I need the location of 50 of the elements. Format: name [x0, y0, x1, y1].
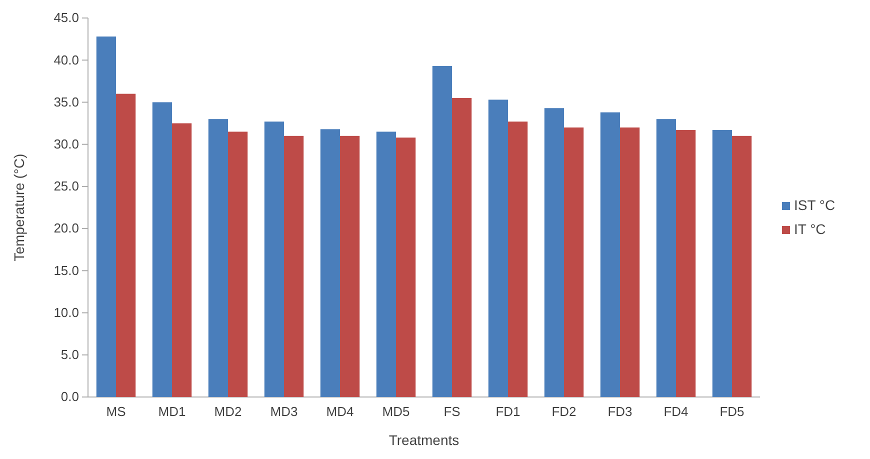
- bar: [208, 119, 228, 397]
- bar: [600, 112, 620, 397]
- bar: [488, 100, 508, 397]
- x-tick-label: FD3: [608, 404, 632, 420]
- bar: [396, 138, 416, 397]
- bar: [116, 94, 136, 397]
- x-tick-label: FS: [444, 404, 461, 420]
- bar: [676, 130, 696, 397]
- bar: [432, 66, 452, 397]
- y-tick-label: 0.0: [60, 389, 79, 404]
- bar: [172, 123, 192, 397]
- y-tick-label: 45.0: [54, 10, 79, 26]
- bar: [712, 130, 732, 397]
- bar: [340, 136, 360, 397]
- x-tick-label: MD3: [270, 404, 298, 420]
- y-axis-title: Temperature (°C): [11, 154, 27, 262]
- bar: [544, 108, 564, 397]
- bar: [564, 127, 584, 397]
- bar: [152, 102, 172, 397]
- x-tick-label: FD5: [720, 404, 744, 420]
- x-tick-label: MD1: [158, 404, 186, 420]
- bar: [284, 136, 304, 397]
- y-tick-label: 30.0: [54, 136, 79, 152]
- y-tick-label: 20.0: [54, 220, 79, 236]
- x-tick-label: MD5: [382, 404, 410, 420]
- bar: [376, 132, 396, 397]
- x-tick-label: FD1: [496, 404, 520, 420]
- bar: [452, 98, 472, 397]
- y-tick-label: 40.0: [54, 52, 79, 68]
- bar: [264, 122, 284, 397]
- bar: [656, 119, 676, 397]
- bar: [732, 136, 752, 397]
- y-tick-label: 5.0: [60, 347, 79, 362]
- bar: [320, 129, 340, 397]
- x-tick-label: MS: [106, 404, 126, 420]
- y-tick-label: 25.0: [54, 178, 79, 194]
- x-tick-label: FD2: [552, 404, 576, 420]
- y-tick-label: 15.0: [54, 262, 79, 278]
- y-tick-label: 10.0: [54, 304, 79, 320]
- bar: [228, 132, 248, 397]
- y-tick-label: 35.0: [54, 94, 79, 110]
- bar: [620, 127, 640, 397]
- bar: [508, 122, 528, 397]
- legend-label: IST °C: [794, 197, 836, 213]
- bar: [96, 36, 116, 397]
- x-tick-label: MD2: [214, 404, 242, 420]
- x-axis-title: Treatments: [388, 432, 460, 448]
- x-tick-label: MD4: [326, 404, 354, 420]
- x-tick-label: FD4: [664, 404, 688, 420]
- legend-label: IT °C: [794, 221, 826, 237]
